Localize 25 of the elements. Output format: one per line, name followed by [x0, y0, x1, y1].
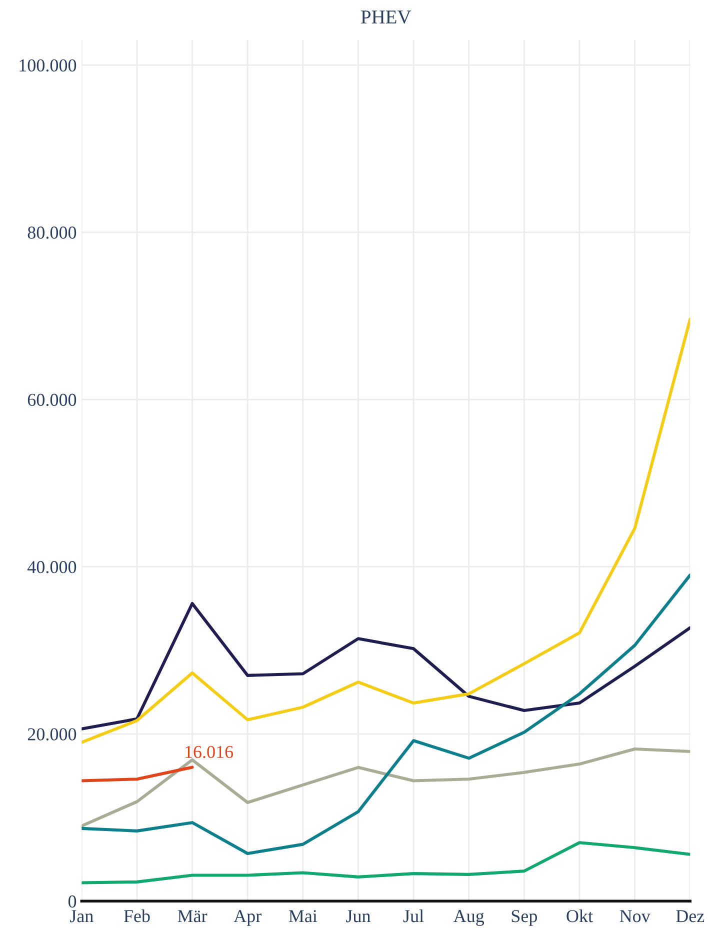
line-series [82, 318, 690, 744]
x-tick-label: Okt [566, 910, 593, 922]
y-tick-label: 20.000 [28, 728, 76, 740]
y-tick-label: 80.000 [28, 226, 76, 239]
x-tick-label: Nov [620, 910, 650, 922]
y-tick-label: 0 [68, 895, 76, 908]
x-tick-label: Sep [512, 910, 538, 926]
line-series [82, 574, 690, 856]
y-tick-label: 60.000 [28, 394, 76, 406]
x-tick-label: Apr [234, 910, 262, 926]
annotation: 16.016 [186, 746, 234, 758]
x-tick-label: Feb [124, 910, 150, 922]
chart-title: PHEV [361, 10, 412, 24]
y-tick-label: 40.000 [27, 560, 76, 574]
line-series [82, 747, 690, 828]
line-series [82, 602, 690, 730]
x-tick-label: Jan [70, 910, 94, 922]
x-tick-label: Aug [453, 910, 484, 926]
x-tick-label: Jun [346, 910, 370, 922]
y-tick-label: 100.000 [20, 59, 76, 72]
x-tick-label: Dez [676, 910, 704, 922]
x-tick-label: Mai [288, 910, 318, 922]
x-tick-label: Mär [178, 910, 208, 922]
x-tick-label: Jul [403, 910, 424, 922]
line-series [82, 841, 690, 884]
